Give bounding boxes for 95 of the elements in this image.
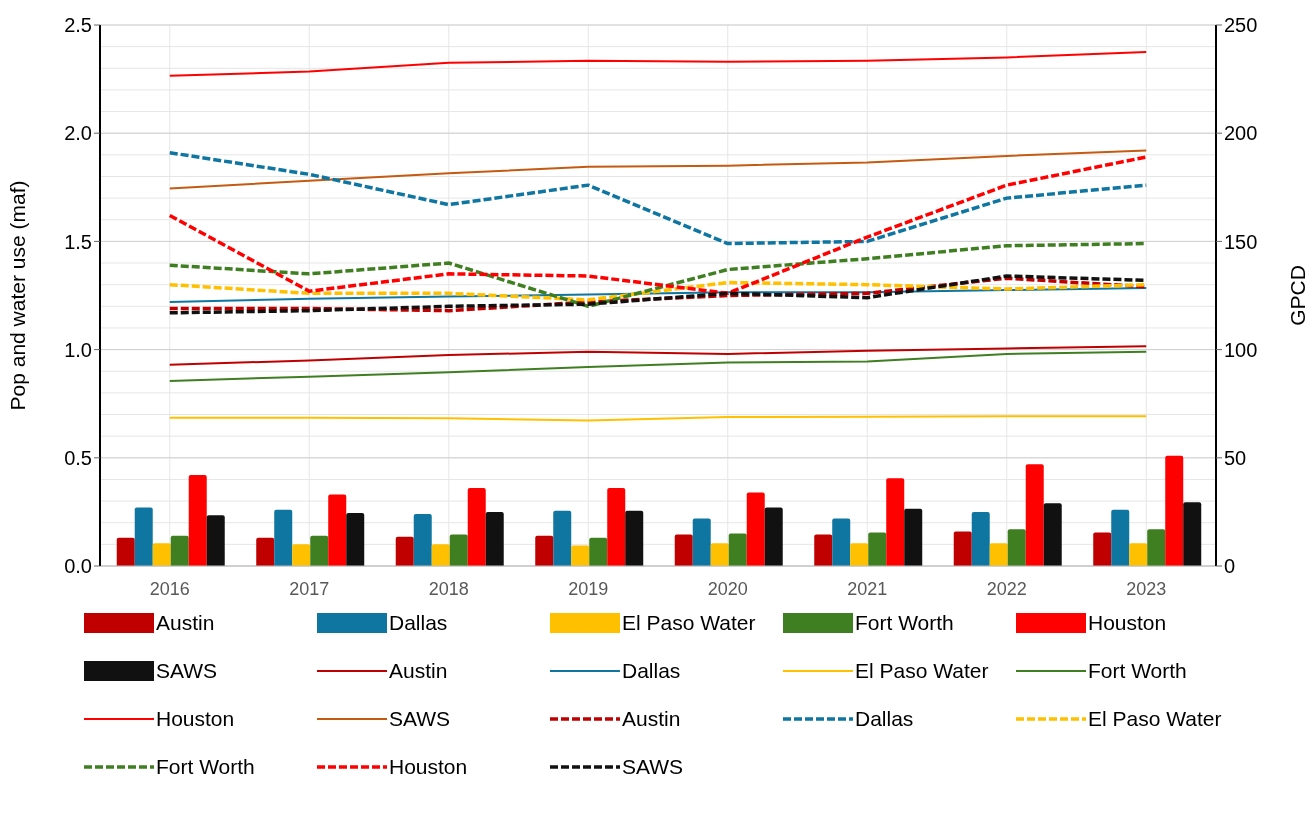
legend-label: El Paso Water (1088, 707, 1222, 731)
bar (328, 494, 347, 566)
x-tick-label: 2022 (986, 578, 1027, 599)
bar (188, 475, 207, 566)
y-tick-label: 1.5 (64, 230, 92, 253)
x-tick-label: 2020 (707, 578, 748, 599)
bar (413, 514, 432, 566)
legend-label: El Paso Water (622, 611, 756, 635)
bar (431, 544, 450, 566)
legend-label: Dallas (622, 659, 681, 683)
legend-label: Houston (1088, 611, 1167, 635)
y2-tick-label: 100 (1224, 338, 1258, 361)
legend-label: Austin (389, 659, 448, 683)
legend-label: El Paso Water (855, 659, 989, 683)
x-tick-label: 2017 (289, 578, 330, 599)
line-series (168, 149, 1148, 190)
x-tick-label: 2018 (428, 578, 469, 599)
y-tick-label: 0.0 (64, 555, 92, 578)
line-series (168, 51, 1148, 77)
bar (553, 510, 572, 566)
bar (971, 511, 990, 566)
legend-label: Houston (389, 755, 468, 779)
bar (728, 533, 747, 566)
line-series (168, 155, 1148, 296)
legend-label: SAWS (156, 659, 218, 683)
legend-label: Austin (622, 707, 681, 731)
legend-label: Fort Worth (1088, 659, 1187, 683)
bar (1025, 464, 1044, 566)
y-axis-title: Pop and water use (maf) (6, 180, 30, 411)
y2-axis-title: GPCD (1286, 265, 1310, 326)
bar (1093, 532, 1112, 566)
bar (814, 534, 833, 566)
y2-tick-label: 250 (1224, 14, 1258, 37)
x-tick-label: 2021 (847, 578, 888, 599)
bar (1165, 455, 1184, 566)
bar (1111, 509, 1130, 566)
bar (953, 531, 972, 566)
bar (1007, 529, 1026, 566)
legend-label: Houston (156, 707, 235, 731)
bar (395, 536, 414, 566)
legend-label: SAWS (389, 707, 451, 731)
bar (850, 543, 869, 566)
bar (904, 508, 923, 566)
legend-label: Dallas (855, 707, 914, 731)
bar (449, 534, 468, 566)
bar (764, 507, 783, 566)
y-tick-label: 2.0 (64, 122, 92, 145)
line-series (168, 350, 1148, 382)
legend-label: Fort Worth (156, 755, 255, 779)
y-tick-label: 0.5 (64, 446, 92, 469)
bar (625, 510, 644, 566)
legend-label: Dallas (389, 611, 448, 635)
bar (346, 512, 365, 566)
x-tick-label: 2019 (568, 578, 609, 599)
x-tick-label: 2016 (149, 578, 190, 599)
bar (674, 534, 693, 566)
bar (292, 544, 311, 566)
y2-tick-label: 150 (1224, 230, 1258, 253)
x-tick-label: 2023 (1126, 578, 1167, 599)
y-tick-label: 1.0 (64, 338, 92, 361)
bar (206, 515, 225, 566)
legend-label: SAWS (622, 755, 684, 779)
legend-label: Fort Worth (855, 611, 954, 635)
y2-tick-label: 0 (1224, 555, 1236, 578)
bar (746, 492, 765, 566)
bar (868, 532, 887, 566)
bar (310, 535, 329, 566)
y-tick-label: 2.5 (64, 14, 92, 37)
bar (1147, 529, 1166, 566)
bar (710, 543, 729, 566)
bar (832, 518, 851, 566)
bar (886, 478, 905, 566)
line-series (168, 150, 1148, 246)
bar (467, 488, 486, 566)
bar (607, 488, 626, 566)
bar (256, 537, 275, 566)
bar (170, 535, 189, 566)
bar (1043, 503, 1062, 566)
bar (485, 511, 504, 566)
y2-tick-label: 200 (1224, 122, 1258, 145)
bar (116, 537, 135, 566)
bar (535, 535, 554, 566)
line-series (168, 345, 1148, 366)
bar (692, 518, 711, 566)
bar (589, 537, 608, 566)
bar (1129, 543, 1148, 566)
bar (152, 543, 171, 566)
line-series (168, 286, 1148, 303)
y2-tick-label: 50 (1224, 446, 1247, 469)
bar (274, 509, 293, 566)
bar (1183, 502, 1202, 566)
bar (989, 543, 1008, 566)
bar (571, 545, 590, 566)
bar (134, 507, 153, 566)
legend-label: Austin (156, 611, 215, 635)
